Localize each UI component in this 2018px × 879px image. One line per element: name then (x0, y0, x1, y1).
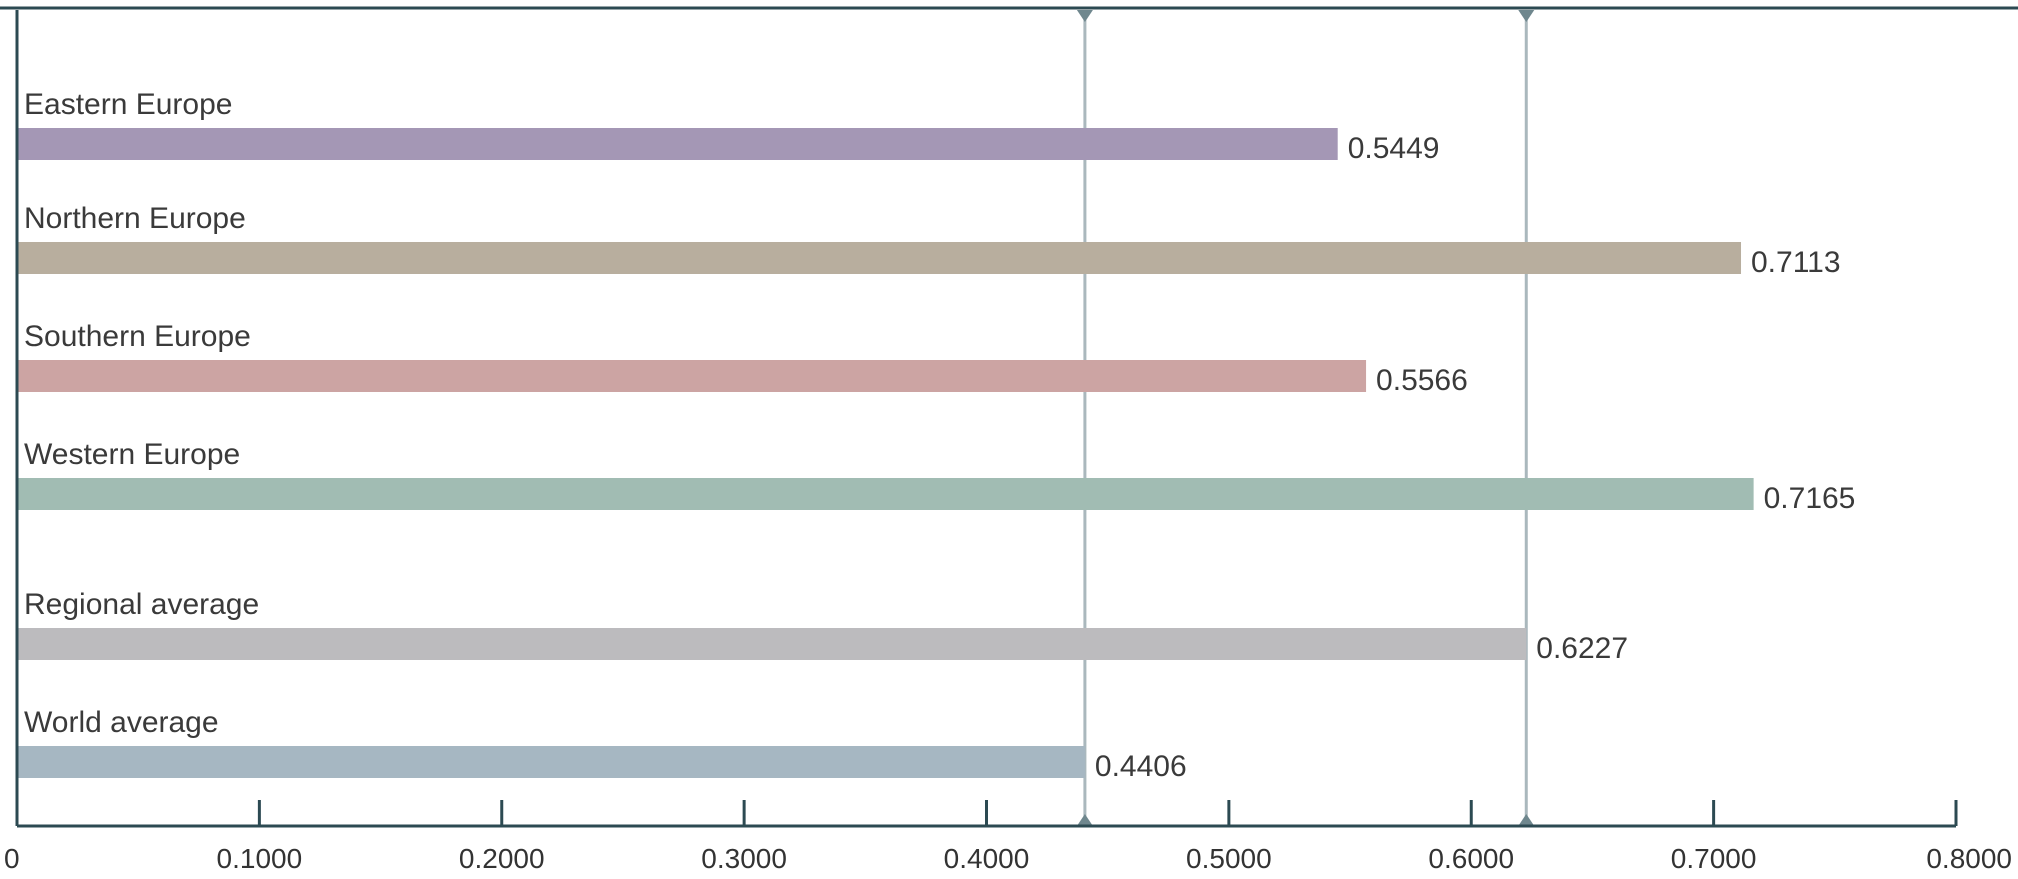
category-label: Western Europe (24, 438, 240, 471)
reference-marker-top (1076, 10, 1093, 22)
bar (17, 746, 1085, 778)
value-label: 0.7165 (1764, 482, 1856, 515)
x-tick-label: 0.8000 (1926, 843, 2012, 874)
category-label: Southern Europe (24, 320, 251, 353)
value-label: 0.4406 (1095, 750, 1187, 783)
bar (17, 360, 1367, 392)
x-tick-label: 0.1000 (217, 843, 303, 874)
category-label: Regional average (24, 588, 259, 621)
bars: Eastern Europe 0.5449 Northern Europe 0.711… (17, 88, 1855, 783)
bar (17, 628, 1527, 660)
value-label: 0.7113 (1751, 246, 1841, 279)
category-label: Eastern Europe (24, 88, 232, 121)
x-tick-label: 0.3000 (701, 843, 787, 874)
bar (17, 478, 1754, 510)
x-tick-label: 0.2000 (459, 843, 545, 874)
x-tick-label: 0 (4, 843, 20, 874)
x-tick-label: 0.6000 (1428, 843, 1514, 874)
x-tick-label: 0.4000 (944, 843, 1030, 874)
category-label: Northern Europe (24, 202, 246, 235)
value-label: 0.6227 (1536, 632, 1628, 665)
x-axis: 0 0.1000 0.2000 0.3000 0.4000 0.5000 0.6000 0.7… (4, 10, 2012, 874)
reference-marker-top (1518, 10, 1535, 22)
x-tick-label: 0.5000 (1186, 843, 1272, 874)
reference-marker-bottom (1518, 814, 1535, 826)
bar (17, 242, 1742, 274)
bar (17, 128, 1338, 160)
value-label: 0.5566 (1376, 364, 1468, 397)
reference-marker-bottom (1076, 814, 1093, 826)
value-label: 0.5449 (1348, 132, 1440, 165)
category-label: World average (24, 706, 219, 739)
x-tick-label: 0.7000 (1671, 843, 1757, 874)
